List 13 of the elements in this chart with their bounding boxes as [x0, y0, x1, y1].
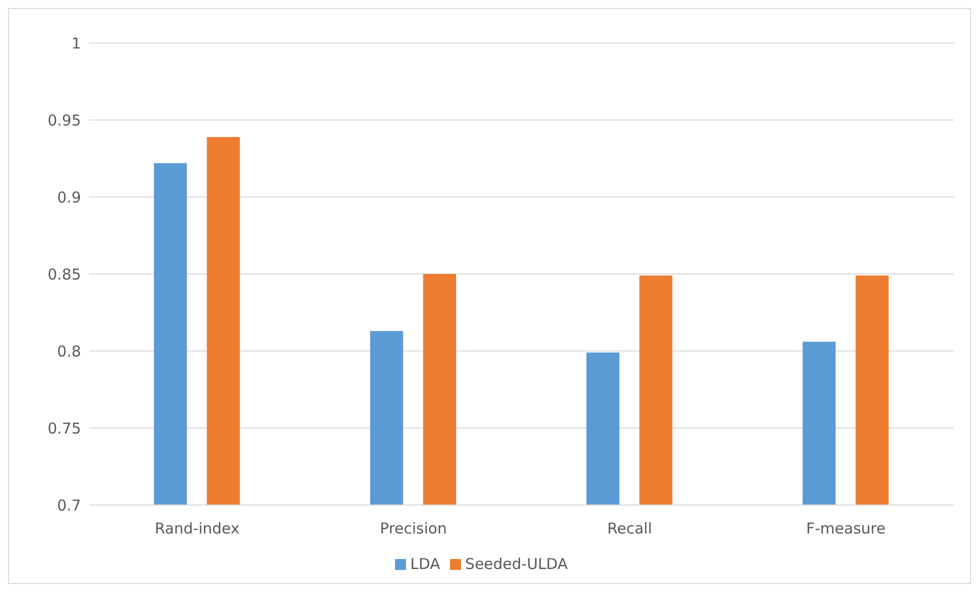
y-tick-label: 0.8: [57, 342, 81, 360]
legend-label: LDA: [410, 555, 440, 573]
x-tick-label: Precision: [380, 520, 447, 538]
y-tick-label: 0.9: [57, 188, 81, 206]
x-tick-label: F-measure: [806, 520, 886, 538]
x-tick-label: Rand-index: [154, 520, 240, 538]
y-tick-label: 0.95: [48, 111, 81, 130]
y-tick-label: 1: [71, 34, 81, 52]
x-tick-label: Recall: [607, 520, 652, 538]
y-tick-label: 0.85: [48, 265, 81, 284]
y-tick-label: 0.7: [57, 496, 81, 514]
y-tick-label: 0.75: [48, 419, 81, 438]
legend-label: Seeded-ULDA: [465, 555, 568, 573]
